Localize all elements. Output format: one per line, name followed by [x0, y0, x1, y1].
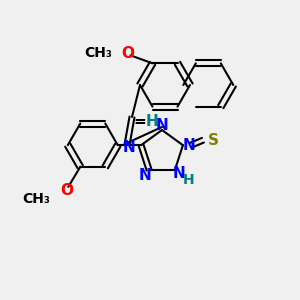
Text: H: H — [146, 113, 158, 128]
Text: N: N — [139, 168, 152, 183]
Text: O: O — [121, 46, 134, 61]
Text: CH₃: CH₃ — [22, 192, 50, 206]
Text: N: N — [172, 166, 185, 181]
Text: N: N — [123, 140, 135, 154]
Text: O: O — [60, 183, 73, 198]
Text: N: N — [182, 138, 195, 153]
Text: N: N — [156, 118, 168, 134]
Text: H: H — [183, 173, 195, 187]
Text: CH₃: CH₃ — [85, 46, 112, 60]
Text: =: = — [134, 113, 146, 128]
Text: S: S — [207, 133, 218, 148]
